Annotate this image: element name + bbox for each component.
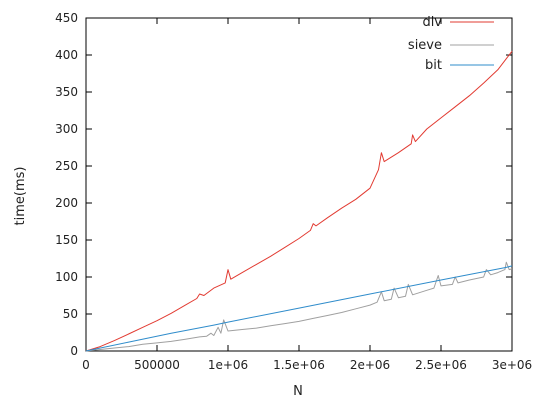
y-tick-label: 250	[55, 159, 78, 173]
x-tick-label: 2e+06	[350, 358, 390, 372]
x-axis-label: N	[293, 384, 303, 399]
x-tick-label: 500000	[134, 358, 180, 372]
y-tick-label: 150	[55, 233, 78, 247]
y-tick-label: 200	[55, 196, 78, 210]
y-tick-label: 0	[70, 344, 78, 358]
legend-label-bit: bit	[425, 58, 442, 73]
x-tick-label: 2.5e+06	[415, 358, 467, 372]
x-tick-label: 0	[82, 358, 90, 372]
y-axis: 0 50 100 150 200 250 300 350 400 450	[55, 11, 512, 358]
series-line-sieve	[85, 261, 513, 352]
legend-label-div: div	[422, 15, 442, 30]
y-tick-label: 100	[55, 270, 78, 284]
plot-frame	[85, 17, 513, 352]
series-line-bit	[85, 265, 513, 352]
series-layer	[85, 50, 513, 352]
x-axis: 0 500000 1e+06 1.5e+06 2e+06 2.5e+06 3e+06	[82, 18, 532, 372]
legend-label-sieve: sieve	[408, 38, 442, 53]
y-axis-label: time(ms)	[13, 167, 28, 226]
x-tick-label: 3e+06	[492, 358, 532, 372]
legend: div sieve bit	[408, 15, 494, 73]
series-line-div	[85, 50, 513, 352]
y-tick-label: 450	[55, 11, 78, 25]
x-tick-label: 1e+06	[208, 358, 248, 372]
y-tick-label: 350	[55, 85, 78, 99]
y-tick-label: 400	[55, 48, 78, 62]
y-tick-label: 300	[55, 122, 78, 136]
y-tick-label: 50	[63, 307, 78, 321]
x-tick-label: 1.5e+06	[273, 358, 325, 372]
